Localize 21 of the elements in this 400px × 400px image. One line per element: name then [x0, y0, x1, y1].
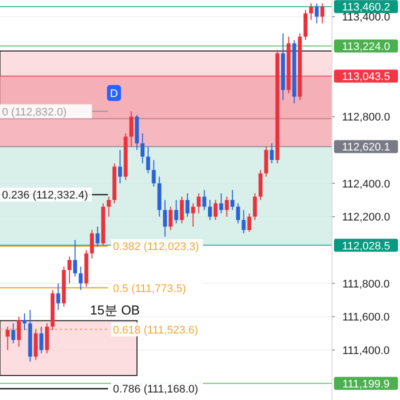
ref-line-label: 0.5 (111,773.5)	[113, 282, 186, 295]
ref-line-label: 0.382 (112,023.3)	[113, 241, 200, 254]
y-tick-label: 111,800.0	[342, 278, 390, 290]
ref-line-label: 0 (112,832.0)	[2, 106, 67, 118]
ref-line-label: 113,460.2	[342, 2, 390, 14]
ref-line-label: 112,028.5	[342, 240, 390, 252]
ref-line-label: 113,224.0	[342, 41, 390, 53]
band-label: 15분 OB	[90, 302, 140, 318]
annotation: D	[110, 88, 118, 100]
y-tick-label: 111,400.0	[342, 345, 390, 357]
ref-line-label: 113,043.5	[342, 71, 390, 84]
y-tick-label: 112,200.0	[342, 212, 390, 224]
ref-line-label: 0.618 (111,523.6)	[113, 324, 198, 336]
ref-line-label: 0.786 (111,168.0)	[113, 384, 198, 396]
y-tick-label: 112,800.0	[342, 112, 390, 124]
ref-line-label: 111,199.9	[342, 378, 390, 390]
y-tick-label: 112,400.0	[342, 178, 390, 190]
y-tick-label: 113,400.0	[342, 12, 390, 24]
y-tick-label: 111,600.0	[342, 312, 390, 324]
ref-line-label: 0.236 (112,332.4)	[2, 190, 88, 202]
ref-line-label: 112,620.1	[342, 142, 390, 154]
